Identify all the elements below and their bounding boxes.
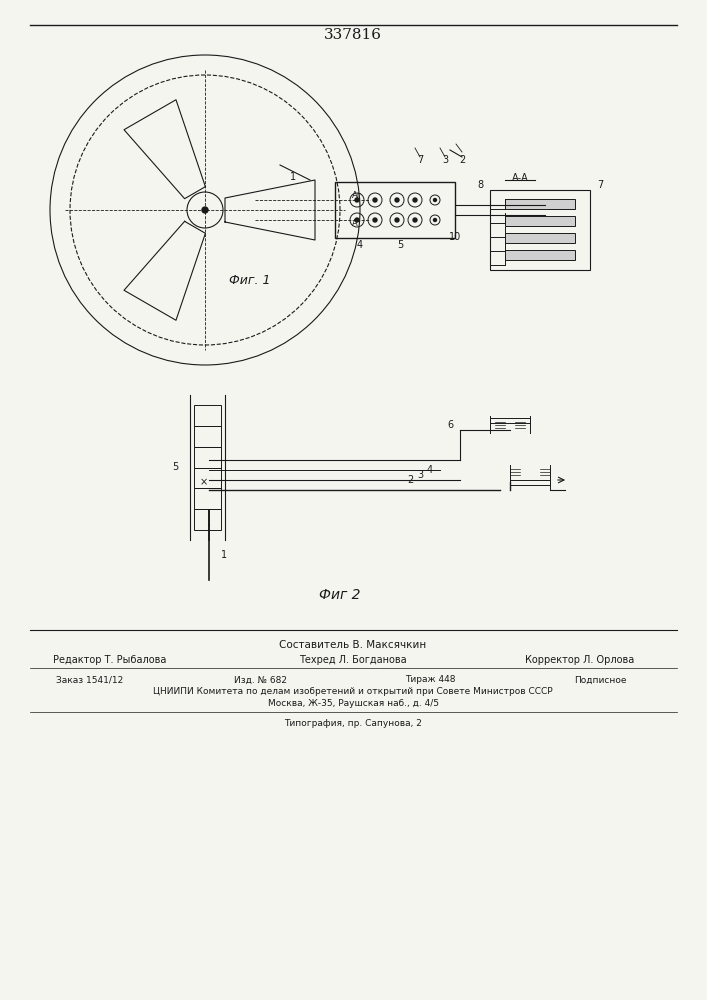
Text: ×: × bbox=[200, 477, 208, 487]
Text: Фиг. 1: Фиг. 1 bbox=[229, 273, 271, 286]
Bar bbox=[194, 509, 221, 530]
Text: 3: 3 bbox=[417, 470, 423, 480]
Circle shape bbox=[373, 218, 377, 222]
Circle shape bbox=[433, 198, 436, 202]
Bar bbox=[490, 190, 590, 270]
Circle shape bbox=[413, 198, 417, 202]
Text: Редактор Т. Рыбалова: Редактор Т. Рыбалова bbox=[53, 655, 167, 665]
Circle shape bbox=[395, 198, 399, 202]
Text: Корректор Л. Орлова: Корректор Л. Орлова bbox=[525, 655, 635, 665]
Text: 2: 2 bbox=[407, 475, 413, 485]
Bar bbox=[505, 233, 575, 243]
Circle shape bbox=[395, 218, 399, 222]
Bar bbox=[505, 250, 575, 260]
Text: Типография, пр. Сапунова, 2: Типография, пр. Сапунова, 2 bbox=[284, 718, 422, 728]
Text: Подписное: Подписное bbox=[574, 676, 626, 684]
Text: 6: 6 bbox=[447, 420, 453, 430]
Text: Аг: Аг bbox=[352, 190, 362, 200]
Text: 1: 1 bbox=[221, 550, 227, 560]
Bar bbox=[194, 426, 221, 447]
Text: 5: 5 bbox=[172, 462, 178, 473]
Text: Техред Л. Богданова: Техред Л. Богданова bbox=[299, 655, 407, 665]
Circle shape bbox=[413, 218, 417, 222]
Bar bbox=[194, 488, 221, 509]
Bar bbox=[335, 182, 455, 238]
Text: 1: 1 bbox=[290, 172, 296, 182]
Circle shape bbox=[373, 198, 377, 202]
Text: 7: 7 bbox=[597, 180, 603, 190]
Bar bbox=[505, 216, 575, 226]
Text: А: А bbox=[352, 220, 358, 229]
Text: Составитель В. Максячкин: Составитель В. Максячкин bbox=[279, 640, 426, 650]
Bar bbox=[505, 199, 575, 209]
Text: 4: 4 bbox=[357, 240, 363, 250]
Circle shape bbox=[202, 207, 208, 213]
Text: 8: 8 bbox=[477, 180, 483, 190]
Text: 10: 10 bbox=[449, 232, 461, 242]
Text: 3: 3 bbox=[442, 155, 448, 165]
Bar bbox=[194, 468, 221, 488]
Circle shape bbox=[355, 218, 359, 222]
Text: 7: 7 bbox=[417, 155, 423, 165]
Circle shape bbox=[355, 198, 359, 202]
Circle shape bbox=[433, 219, 436, 222]
Text: 4: 4 bbox=[427, 465, 433, 475]
Text: Тираж 448: Тираж 448 bbox=[404, 676, 455, 684]
Text: 337816: 337816 bbox=[324, 28, 382, 42]
Text: Москва, Ж-35, Раушская наб., д. 4/5: Москва, Ж-35, Раушская наб., д. 4/5 bbox=[267, 698, 438, 708]
Text: 2: 2 bbox=[459, 155, 465, 165]
Text: ЦНИИПИ Комитета по делам изобретений и открытий при Совете Министров СССР: ЦНИИПИ Комитета по делам изобретений и о… bbox=[153, 688, 553, 696]
Text: 5: 5 bbox=[397, 240, 403, 250]
Text: Заказ 1541/12: Заказ 1541/12 bbox=[57, 676, 124, 684]
Bar bbox=[194, 405, 221, 426]
Text: А-А: А-А bbox=[512, 173, 528, 183]
Text: Изд. № 682: Изд. № 682 bbox=[233, 676, 286, 684]
Bar bbox=[194, 447, 221, 468]
Text: Фиг 2: Фиг 2 bbox=[320, 588, 361, 602]
